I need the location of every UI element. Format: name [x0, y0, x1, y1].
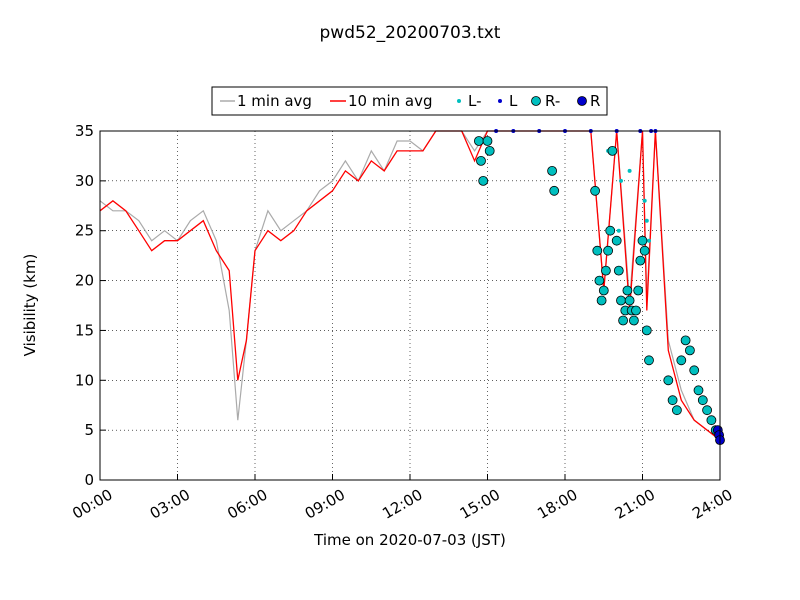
point-rain-minus: [484, 145, 495, 156]
x-tick-label: 06:00: [224, 486, 270, 523]
series-line-1min: [99, 130, 721, 441]
point-rain-minus: [680, 335, 691, 346]
y-tick-label: 0: [84, 471, 94, 489]
point-rain-minus: [685, 345, 695, 356]
legend-label-1min: 1 min avg: [237, 92, 312, 110]
legend-marker-light-minus: [457, 99, 461, 103]
x-tick-label: 15:00: [457, 486, 503, 523]
point-rain-minus: [601, 265, 611, 276]
point-rain-minus: [693, 385, 704, 396]
point-rain-minus: [635, 255, 646, 266]
point-rain-minus: [598, 285, 609, 296]
point-rain-minus: [629, 315, 639, 326]
point-rain-minus: [478, 175, 489, 186]
point-rain-minus: [616, 295, 626, 306]
legend-entry-light: L: [498, 92, 518, 110]
point-light-minus: [619, 178, 623, 183]
point-rain-minus: [549, 185, 560, 196]
y-tick-label: 20: [75, 272, 94, 290]
series-line-10min: [99, 130, 721, 441]
point-rain-minus: [607, 145, 618, 156]
y-tick-label: 35: [75, 122, 94, 140]
legend-label-rain: R: [590, 92, 600, 110]
point-rain-minus: [706, 415, 717, 426]
point-rain-minus: [633, 285, 644, 296]
point-rain-minus: [592, 245, 603, 256]
point-rain-minus: [482, 136, 493, 146]
legend-label-light: L: [509, 92, 518, 110]
y-tick-label: 15: [75, 321, 94, 339]
x-tick-label: 21:00: [612, 486, 658, 523]
y-tick-label: 10: [75, 371, 94, 389]
chart-title: pwd52_20200703.txt: [320, 23, 501, 43]
x-tick-label: 24:00: [689, 486, 735, 523]
point-rain-minus: [644, 355, 654, 366]
point-light-minus: [642, 198, 647, 203]
legend-entry-rain-minus: R-: [531, 92, 560, 110]
x-tick-label: 03:00: [147, 486, 193, 523]
legend-label-light-minus: L-: [468, 92, 482, 110]
x-tick-label: 00:00: [69, 486, 115, 523]
point-rain-minus: [641, 325, 652, 336]
point-light-minus: [647, 238, 651, 243]
series-layer: [99, 129, 725, 446]
legend-marker-light: [498, 99, 502, 103]
x-axis-label: Time on 2020-07-03 (JST): [313, 531, 506, 549]
point-rain-minus: [676, 355, 687, 366]
x-tick-label: 18:00: [534, 486, 580, 523]
legend-label-rain-minus: R-: [545, 92, 560, 110]
point-rain-minus: [667, 395, 678, 406]
legend-marker-rain-minus: [531, 96, 541, 106]
point-rain-minus: [476, 155, 486, 166]
point-rain-minus: [473, 136, 484, 146]
point-rain-minus: [590, 185, 600, 196]
legend-entry-light-minus: L-: [457, 92, 482, 110]
grid: [100, 131, 720, 480]
point-rain-minus: [631, 305, 641, 316]
point-rain-minus: [622, 285, 633, 296]
point-rain-minus: [663, 375, 674, 386]
legend-frame: [211, 86, 608, 116]
point-rain-minus: [639, 245, 650, 256]
legend-marker-rain: [577, 96, 587, 106]
x-tick-label: 12:00: [379, 486, 425, 523]
x-tick-label: 09:00: [302, 486, 348, 523]
y-axis-label: Visibility (km): [21, 254, 39, 357]
point-rain-minus: [697, 395, 708, 406]
legend-entry-1min: 1 min avg: [220, 92, 312, 110]
y-tick-label: 25: [75, 222, 94, 240]
legend-entry-rain: R: [577, 92, 600, 110]
point-rain-minus: [603, 245, 613, 256]
point-rain-minus: [637, 235, 648, 246]
legend-entry-10min: 10 min avg: [330, 92, 433, 110]
point-rain-minus: [624, 295, 635, 306]
point-light-minus: [644, 218, 649, 223]
y-tick-label: 5: [84, 421, 94, 439]
y-tick-label: 30: [75, 172, 94, 190]
point-light-minus: [627, 168, 632, 173]
point-light-minus: [616, 228, 621, 233]
point-rain-minus: [596, 295, 607, 306]
point-rain-minus: [547, 165, 557, 176]
legend-label-10min: 10 min avg: [348, 92, 433, 110]
point-rain-minus: [594, 275, 605, 286]
point-rain-minus: [618, 315, 628, 326]
point-rain-minus: [672, 405, 682, 416]
point-rain-minus: [702, 405, 712, 416]
point-rain-minus: [613, 265, 624, 276]
point-rain-minus: [689, 365, 700, 376]
point-rain-minus: [611, 235, 622, 246]
point-rain-minus: [605, 225, 616, 236]
legend: 1 min avg 10 min avg L- L R- R: [211, 86, 608, 116]
